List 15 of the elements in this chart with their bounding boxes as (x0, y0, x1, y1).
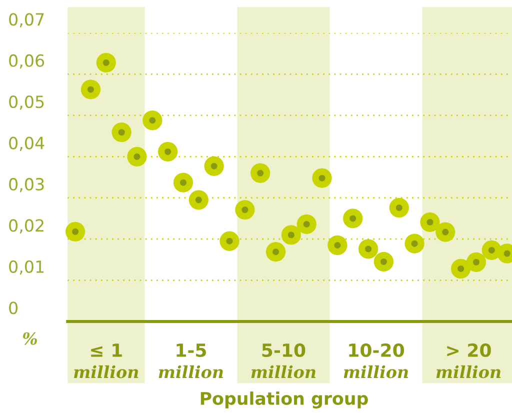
y-tick-label: 0,07 (9, 13, 44, 28)
y-tick-label: 0,01 (9, 260, 44, 275)
y-tick-label: 0,05 (9, 96, 44, 110)
text: > 20 million (436, 343, 501, 378)
text: 10-20 million (344, 343, 408, 378)
y-tick-label: 0 (9, 302, 18, 314)
text: 1-5 million (158, 344, 223, 378)
text: % (22, 332, 38, 345)
x-axis-title: Population group (200, 392, 368, 408)
y-tick-label: 0,03 (9, 178, 44, 192)
y-tick-label: 0,02 (9, 219, 44, 234)
text: 5-10 million (251, 343, 316, 378)
y-tick-label: 0,06 (9, 54, 44, 69)
y-tick-label: 0,04 (9, 136, 44, 152)
text: ≤ 1 million (74, 344, 138, 378)
